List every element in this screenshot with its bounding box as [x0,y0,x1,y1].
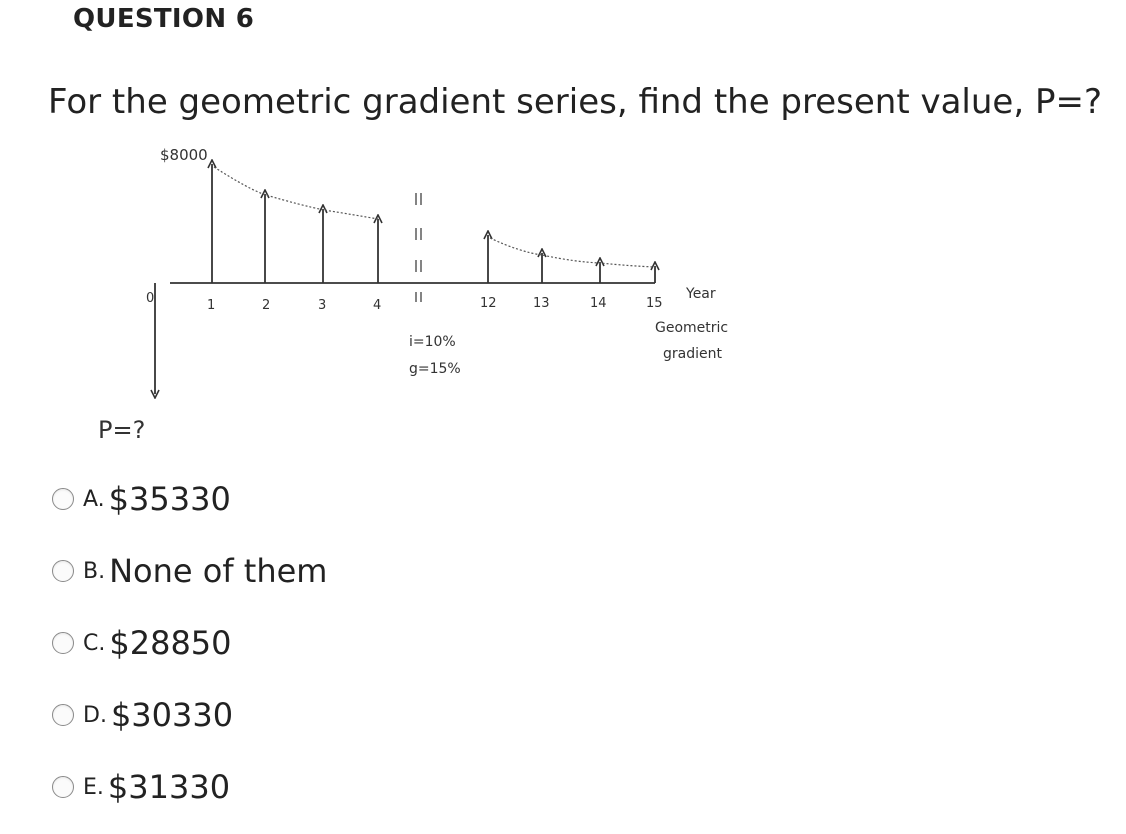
option-text: None of them [109,552,328,590]
growth-rate-label: g=15% [409,361,461,377]
period-label-3: 3 [318,298,326,313]
axis-break-marks [415,193,422,302]
axis-label-year: Year [685,286,716,302]
period-label-0: 0 [146,291,154,306]
period-label-4: 4 [373,298,381,313]
period-label-12: 12 [480,296,497,311]
question-heading: QUESTION 6 [73,4,255,34]
radio-button-e[interactable] [52,776,74,798]
gradient-curve-right [489,237,656,268]
gradient-curve-left [213,166,379,220]
period-label-14: 14 [590,296,607,311]
radio-button-d[interactable] [52,704,74,726]
top-cash-label: $8000 [160,146,208,164]
option-text: $30330 [110,696,234,734]
option-letter: A. [83,486,105,512]
period-label-15: 15 [646,296,663,311]
radio-button-b[interactable] [52,560,74,582]
option-text: $28850 [109,624,232,662]
radio-button-a[interactable] [52,488,74,510]
series-label-line2: gradient [663,346,722,362]
series-label-line1: Geometric [655,320,728,336]
option-letter: C. [83,630,106,656]
option-c[interactable]: C. $28850 [52,623,232,663]
option-text: $35330 [108,480,231,518]
option-a[interactable]: A. $35330 [52,479,231,519]
cash-flow-diagram: $8000 0 1 2 3 4 12 13 14 15 Year Geometr… [98,146,728,444]
period-label-2: 2 [262,298,270,313]
option-letter: E. [83,774,104,800]
present-value-label: P=? [98,416,145,444]
option-letter: D. [83,702,107,728]
option-e[interactable]: E. $31330 [52,767,230,807]
question-text: For the geometric gradient series, find … [48,82,1102,122]
option-text: $31330 [107,768,231,806]
option-d[interactable]: D. $30330 [52,695,233,735]
period-label-1: 1 [207,298,215,313]
period-label-13: 13 [533,296,550,311]
option-b[interactable]: B. None of them [52,551,327,591]
radio-button-c[interactable] [52,632,74,654]
interest-rate-label: i=10% [409,334,456,350]
option-letter: B. [83,558,106,584]
